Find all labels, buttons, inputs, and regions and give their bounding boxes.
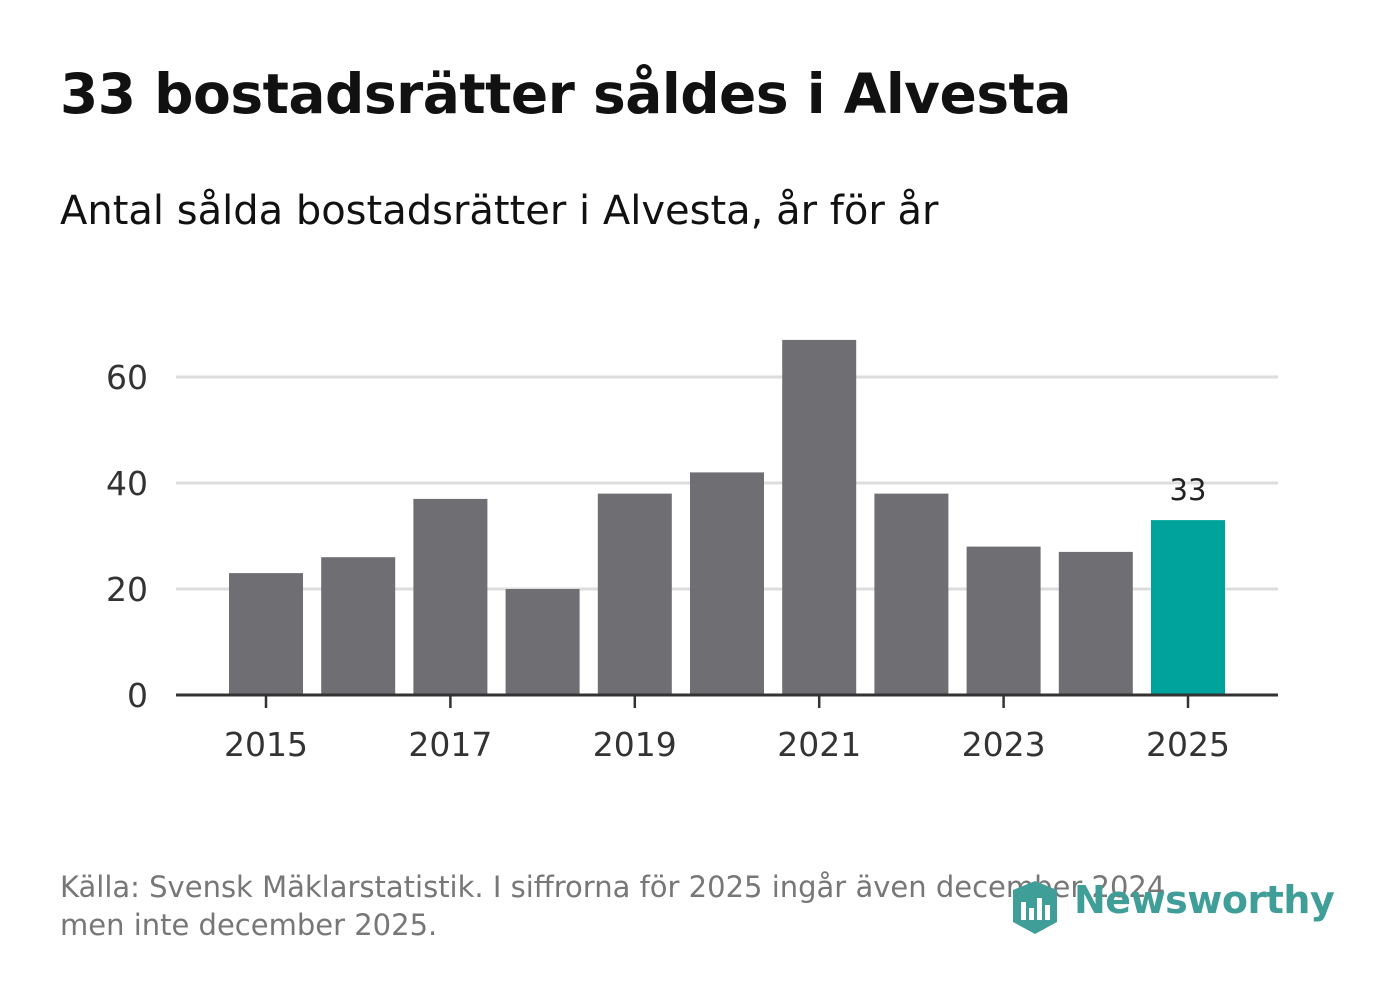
newsworthy-logo-text: Newsworthy [1074, 878, 1335, 922]
bar-2017 [413, 498, 488, 695]
axes [176, 693, 1278, 708]
bar-2020 [690, 472, 764, 695]
bar-2024 [1058, 551, 1133, 695]
source-line-1: Källa: Svensk Mäklarstatistik. I siffror… [60, 870, 1175, 904]
y-tick-label-40: 40 [106, 464, 148, 503]
page-subtitle: Antal sålda bostadsrätter i Alvesta, år … [60, 188, 939, 234]
bar-2025 [1151, 520, 1225, 695]
labels: 0 20 40 60 2015 2017 2019 2021 2023 2025 33 [106, 358, 1230, 764]
x-tick-label-2025: 2025 [1146, 725, 1230, 764]
bar-2015 [229, 573, 303, 695]
y-tick-label-0: 0 [127, 676, 148, 715]
x-tick-label-2015: 2015 [224, 725, 308, 764]
bar-2021 [782, 339, 857, 695]
bar-2018 [505, 589, 580, 695]
bar-2019 [597, 493, 672, 695]
bar-2023 [966, 546, 1041, 695]
x-tick-label-2019: 2019 [593, 725, 677, 764]
bars [229, 339, 1225, 695]
page-title: 33 bostadsrätter såldes i Alvesta [60, 62, 1071, 126]
data-label-2025: 33 [1170, 473, 1207, 507]
bar-2022 [874, 493, 949, 695]
source-note: Källa: Svensk Mäklarstatistik. I siffror… [60, 868, 1260, 944]
x-tick-label-2017: 2017 [408, 725, 492, 764]
source-line-2: men inte december 2025. [60, 908, 438, 942]
y-tick-label-20: 20 [106, 570, 148, 609]
x-tick-label-2021: 2021 [777, 725, 861, 764]
newsworthy-logo: Newsworthy [1010, 878, 1335, 940]
y-tick-label-60: 60 [106, 358, 148, 397]
bar-2016 [321, 557, 396, 695]
x-tick-label-2023: 2023 [962, 725, 1046, 764]
newsworthy-logo-icon [1013, 881, 1057, 934]
